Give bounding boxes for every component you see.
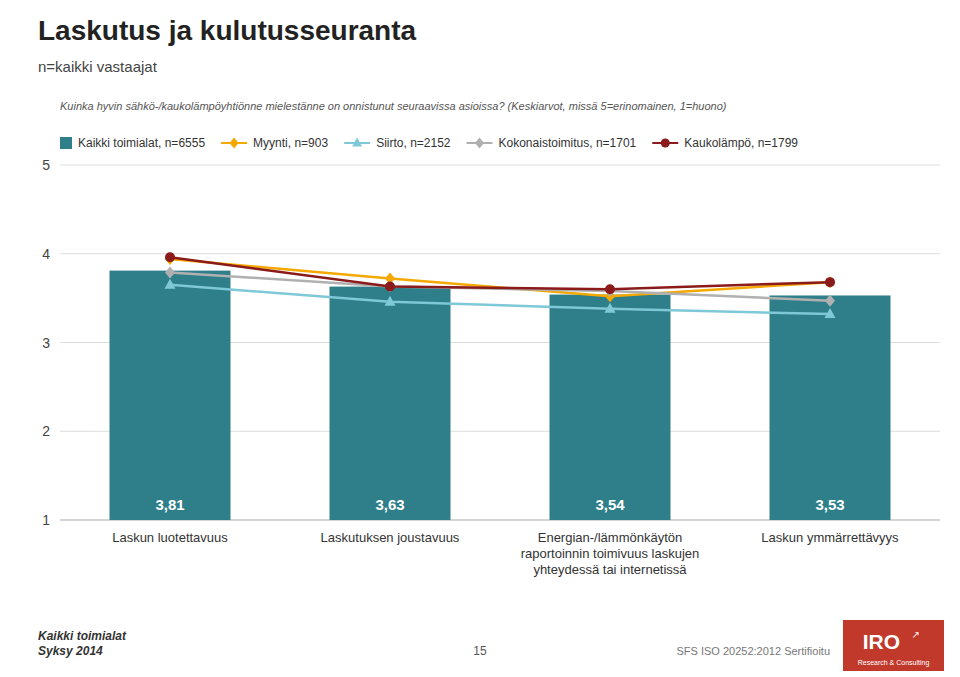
marker (165, 266, 175, 278)
line (170, 257, 830, 289)
legend-marker (661, 139, 670, 148)
x-tick-label: Laskun luotettavuus (112, 530, 228, 545)
marker (385, 282, 395, 292)
data-label: 3,53 (815, 496, 844, 513)
y-tick-label: 4 (42, 246, 50, 262)
legend-label: Kaikki toimialat, n=6555 (78, 136, 205, 150)
data-label: 3,81 (155, 496, 184, 513)
y-tick-label: 3 (42, 335, 50, 351)
marker (385, 281, 395, 293)
x-tick-label: Laskun ymmärrettävyys (761, 530, 899, 545)
line-series (165, 252, 835, 294)
footer-left: Kaikki toimialatSyksy 2014 (38, 629, 127, 658)
marks (110, 252, 891, 520)
data-label: 3,54 (595, 496, 625, 513)
x-tick-label: Laskutuksen joustavuus (321, 530, 460, 545)
footer-right: SFS ISO 20252:2012 Sertifioitu (677, 645, 830, 657)
marker (825, 277, 835, 287)
line-series (165, 253, 835, 302)
question: Kuinka hyvin sähkö-/kaukolämpöyhtiönne m… (60, 100, 727, 112)
y-tick-label: 5 (42, 157, 50, 173)
bar (330, 287, 451, 520)
legend-marker (230, 138, 239, 149)
marker (605, 285, 615, 297)
logo-tagline: Research & Consulting (858, 659, 930, 667)
legend-item: Siirto, n=2152 (344, 136, 451, 150)
line-series (165, 266, 835, 306)
chart: Laskutus ja kulutusseuranta n=kaikki vast… (0, 0, 960, 677)
legend-item: Myynti, n=903 (221, 136, 328, 150)
data-label: 3,63 (375, 496, 404, 513)
legend-item: Kokonaistoimitus, n=1701 (467, 136, 637, 150)
logo-symbol: ↗ (912, 629, 920, 640)
legend-item: Kaukolämpö, n=1799 (652, 136, 798, 150)
title: Laskutus ja kulutusseuranta (38, 15, 417, 46)
legend-swatch (60, 137, 72, 149)
grid-line (60, 165, 940, 166)
y-tick-label: 2 (42, 423, 50, 439)
legend: Kaikki toimialat, n=6555 Myynti, n=903 Sii… (60, 136, 798, 150)
marker (165, 252, 175, 262)
marker (825, 295, 835, 307)
page-number: 15 (473, 644, 487, 658)
grid (60, 165, 940, 520)
marker (825, 276, 835, 288)
marker (605, 303, 616, 313)
marker (605, 284, 615, 294)
marker (825, 308, 836, 318)
subtitle: n=kaikki vastaajat (38, 58, 158, 75)
legend-label: Kokonaistoimitus, n=1701 (499, 136, 637, 150)
legend-label: Kaukolämpö, n=1799 (684, 136, 798, 150)
legend-label: Myynti, n=903 (253, 136, 328, 150)
grid-line (60, 253, 940, 254)
legend-item: Kaikki toimialat, n=6555 (60, 136, 205, 150)
marker (165, 253, 175, 265)
legend-label: Siirto, n=2152 (376, 136, 451, 150)
legend-marker (352, 138, 362, 147)
x-tick-label: Energian-/lämmönkäytönraportoinnin toimi… (521, 530, 699, 577)
data-labels: 3,81 3,63 3,54 3,53 (155, 496, 844, 513)
y-tick-label: 1 (42, 512, 50, 528)
marker (165, 279, 176, 289)
legend-marker (475, 138, 484, 149)
logo-text: IRO (863, 630, 900, 653)
bar (550, 295, 671, 520)
bar (770, 295, 891, 520)
logo-box (843, 620, 944, 671)
bar (110, 271, 231, 520)
marker (385, 296, 396, 306)
logo: IRO ↗ Research & Consulting (843, 620, 944, 671)
